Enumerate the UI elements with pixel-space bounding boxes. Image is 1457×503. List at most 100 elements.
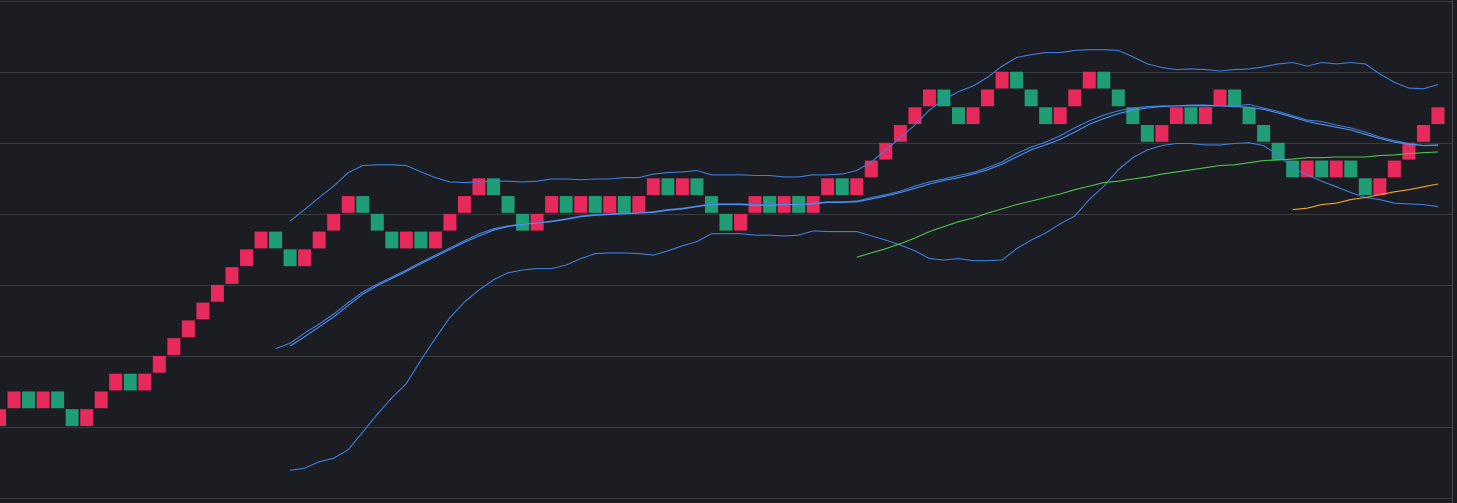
renko-brick xyxy=(472,178,486,196)
renko-brick xyxy=(821,178,835,196)
renko-brick xyxy=(283,249,297,267)
renko-brick xyxy=(661,178,675,196)
renko-brick xyxy=(734,213,748,231)
renko-brick xyxy=(1431,107,1445,125)
renko-brick xyxy=(1184,107,1198,125)
renko-brick xyxy=(1169,107,1183,125)
renko-brick xyxy=(908,107,922,125)
renko-brick xyxy=(1344,160,1358,178)
renko-brick xyxy=(1068,89,1082,107)
renko-brick xyxy=(1402,142,1416,160)
renko-brick xyxy=(1097,71,1111,89)
renko-brick xyxy=(1387,160,1401,178)
renko-brick xyxy=(516,213,530,231)
renko-brick xyxy=(109,373,123,391)
renko-brick xyxy=(152,355,166,373)
renko-brick xyxy=(1155,125,1169,142)
renko-brick xyxy=(1024,89,1038,107)
renko-brick xyxy=(1213,89,1227,107)
renko-brick xyxy=(966,107,980,125)
renko-brick xyxy=(850,178,864,196)
renko-brick xyxy=(1257,125,1271,142)
renko-brick xyxy=(1039,107,1053,125)
renko-brick xyxy=(443,213,457,231)
renko-brick xyxy=(36,391,50,409)
renko-brick xyxy=(1373,178,1387,196)
renko-brick xyxy=(1358,178,1372,196)
renko-brick xyxy=(65,409,79,426)
renko-brick xyxy=(94,391,108,409)
renko-brick xyxy=(356,196,370,213)
renko-brick xyxy=(327,213,341,231)
renko-brick xyxy=(312,231,326,249)
renko-brick xyxy=(138,373,152,391)
renko-brick xyxy=(0,409,6,426)
renko-brick xyxy=(879,142,893,160)
renko-brick xyxy=(719,213,733,231)
renko-brick xyxy=(937,89,951,107)
indicator-line xyxy=(290,142,1439,471)
renko-brick xyxy=(7,391,21,409)
renko-brick xyxy=(1053,107,1067,125)
renko-brick xyxy=(1271,142,1285,160)
indicator-line xyxy=(289,49,1439,222)
renko-brick xyxy=(487,178,501,196)
indicator-line xyxy=(856,151,1439,258)
renko-brick xyxy=(981,89,995,107)
renko-brick xyxy=(51,391,65,409)
renko-brick xyxy=(1416,125,1430,142)
renko-brick xyxy=(893,125,907,142)
renko-brick xyxy=(1010,71,1024,89)
renko-brick xyxy=(428,231,442,249)
renko-brick xyxy=(341,196,355,213)
renko-brick xyxy=(617,196,631,213)
renko-brick xyxy=(922,89,936,107)
renko-brick xyxy=(167,338,181,355)
renko-brick xyxy=(22,391,36,409)
renko-brick xyxy=(1242,107,1256,125)
renko-brick xyxy=(690,178,704,196)
renko-brick xyxy=(210,284,224,302)
renko-brick xyxy=(806,196,820,213)
renko-brick xyxy=(414,231,428,249)
renko-brick xyxy=(835,178,849,196)
renko-brick xyxy=(574,196,588,213)
renko-brick xyxy=(995,71,1009,89)
indicator-line xyxy=(275,103,1438,350)
indicator-line xyxy=(289,104,1439,347)
indicator-line xyxy=(1292,183,1439,211)
renko-brick xyxy=(1111,89,1125,107)
renko-brick xyxy=(1126,107,1140,125)
renko-brick xyxy=(1140,125,1154,142)
renko-brick xyxy=(603,196,617,213)
renko-brick xyxy=(1315,160,1329,178)
renko-brick xyxy=(632,196,646,213)
renko-brick xyxy=(298,249,312,267)
renko-brick xyxy=(1329,160,1343,178)
renko-brick xyxy=(530,213,544,231)
renko-brick xyxy=(559,196,573,213)
renko-brick xyxy=(385,231,399,249)
renko-brick xyxy=(1198,107,1212,125)
renko-brick xyxy=(240,249,254,267)
renko-brick xyxy=(588,196,602,213)
renko-brick xyxy=(951,107,965,125)
renko-brick xyxy=(501,196,515,213)
renko-brick xyxy=(123,373,137,391)
renko-brick xyxy=(181,320,195,338)
renko-brick xyxy=(399,231,413,249)
renko-brick xyxy=(1228,89,1242,107)
renko-brick xyxy=(196,302,210,320)
renko-brick xyxy=(225,267,239,284)
renko-brick xyxy=(1082,71,1096,89)
renko-brick xyxy=(864,160,878,178)
renko-brick xyxy=(646,178,660,196)
renko-brick xyxy=(254,231,268,249)
renko-brick xyxy=(80,409,94,426)
renko-brick xyxy=(545,196,559,213)
renko-brick xyxy=(457,196,471,213)
renko-brick xyxy=(370,213,384,231)
renko-brick xyxy=(675,178,689,196)
